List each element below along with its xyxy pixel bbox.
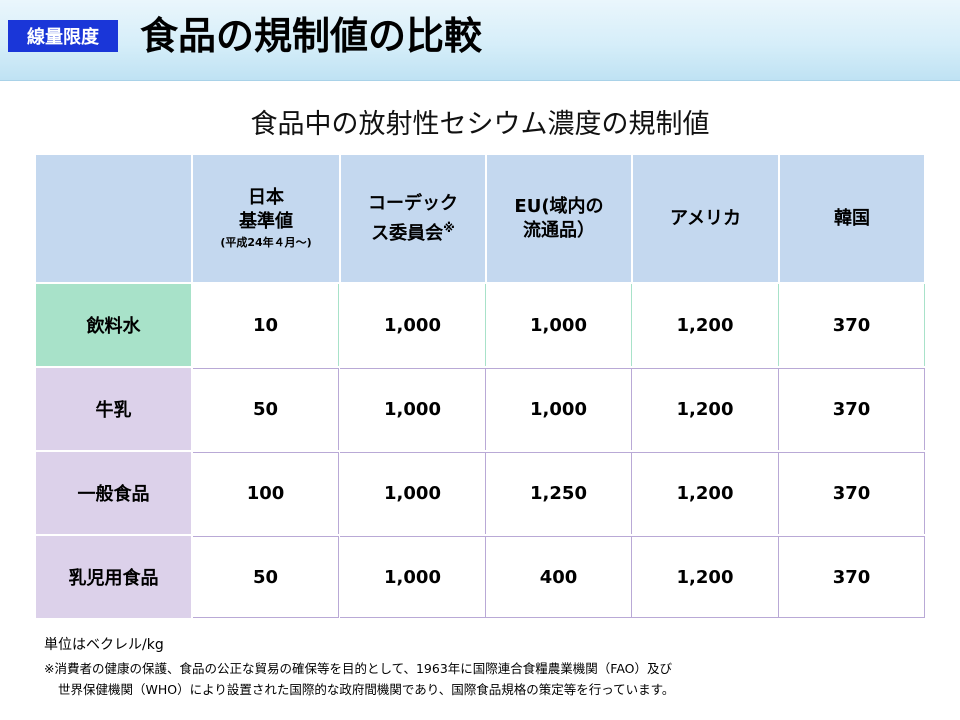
table-cell: 370 bbox=[779, 368, 925, 450]
column-header-note: (平成24年４月～) bbox=[220, 235, 312, 249]
row-label-drinking-water: 飲料水 bbox=[36, 284, 191, 366]
column-header-line2: 流通品） bbox=[522, 219, 595, 241]
column-header-line1: コーデック bbox=[368, 192, 458, 214]
column-header-line2: ス委員会 bbox=[371, 222, 444, 244]
column-header-line2: 基準値 bbox=[239, 210, 293, 232]
table-cell: 50 bbox=[193, 536, 339, 618]
unit-note: 単位はベクレル/kg bbox=[44, 637, 164, 653]
row-label-milk: 牛乳 bbox=[36, 368, 191, 450]
column-header-eu: EU(域内の 流通品） bbox=[487, 155, 631, 282]
table-cell: 1,200 bbox=[632, 284, 779, 366]
row-label-infant-food: 乳児用食品 bbox=[36, 536, 191, 618]
table-cell: 1,200 bbox=[632, 452, 779, 534]
table-cell: 1,000 bbox=[340, 368, 486, 450]
table-cell: 1,000 bbox=[340, 452, 486, 534]
category-badge: 線量限度 bbox=[8, 20, 118, 52]
column-header-line1: アメリカ bbox=[669, 207, 742, 229]
table-cell: 50 bbox=[193, 368, 339, 450]
row-label-general-food: 一般食品 bbox=[36, 452, 191, 534]
table-cell: 400 bbox=[486, 536, 632, 618]
column-header-line1: 日本 bbox=[248, 186, 284, 208]
table-cell: 1,200 bbox=[632, 368, 779, 450]
table-cell: 10 bbox=[193, 284, 339, 366]
table-cell: 1,200 bbox=[632, 536, 779, 618]
table-caption: 食品中の放射性セシウム濃度の規制値 bbox=[250, 109, 710, 140]
table-cell: 1,000 bbox=[486, 284, 632, 366]
table-cell: 1,000 bbox=[340, 536, 486, 618]
table-cell: 370 bbox=[779, 536, 925, 618]
table-cell: 370 bbox=[779, 452, 925, 534]
page-title: 食品の規制値の比較 bbox=[140, 14, 483, 58]
table-cell: 100 bbox=[193, 452, 339, 534]
header-bar: 線量限度 食品の規制値の比較 bbox=[0, 0, 960, 81]
table-corner-cell bbox=[36, 155, 191, 282]
footnote: ※消費者の健康の保護、食品の公正な貿易の確保等を目的として、1963年に国際連合… bbox=[44, 658, 924, 700]
column-header-usa: アメリカ bbox=[633, 155, 778, 282]
footnote-line: ※消費者の健康の保護、食品の公正な貿易の確保等を目的として、1963年に国際連合… bbox=[44, 661, 672, 676]
column-header-line1: EU(域内の bbox=[514, 195, 604, 217]
footnote-mark: ※ bbox=[443, 220, 455, 235]
column-header-japan: 日本 基準値 (平成24年４月～) bbox=[193, 155, 339, 282]
footnote-line: 世界保健機関（WHO）により設置された国際的な政府間機関であり、国際食品規格の策… bbox=[58, 682, 675, 697]
column-header-codex: コーデック ス委員会※ bbox=[341, 155, 485, 282]
column-header-line1: 韓国 bbox=[834, 207, 870, 229]
table-cell: 1,000 bbox=[340, 284, 486, 366]
table-cell: 1,250 bbox=[486, 452, 632, 534]
table-cell: 1,000 bbox=[486, 368, 632, 450]
table-cell: 370 bbox=[779, 284, 925, 366]
column-header-korea: 韓国 bbox=[780, 155, 924, 282]
